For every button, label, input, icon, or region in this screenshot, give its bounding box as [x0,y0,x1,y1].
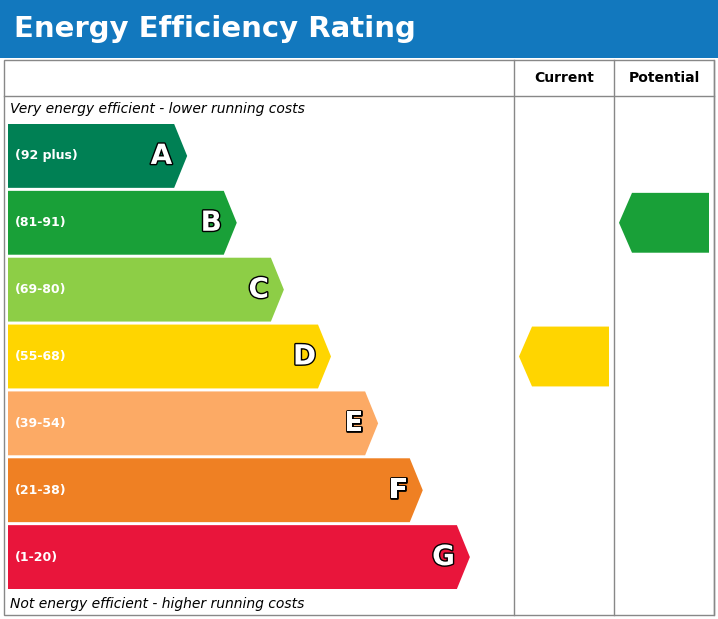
Polygon shape [8,525,470,589]
Polygon shape [8,258,284,322]
Bar [0,0,718,58]
Text: B: B [200,209,222,237]
Polygon shape [8,458,423,522]
Text: Very energy efficient - lower running costs: Very energy efficient - lower running co… [10,102,305,116]
Polygon shape [519,327,609,386]
Text: 83: 83 [659,214,682,232]
Text: (1-20): (1-20) [15,550,58,563]
Text: 64: 64 [559,347,582,365]
Polygon shape [8,391,378,456]
Text: (92 plus): (92 plus) [15,149,78,162]
Text: E: E [344,409,363,438]
Bar [4,60,714,615]
Text: (69-80): (69-80) [15,283,67,296]
Text: D: D [293,342,316,371]
Text: (21-38): (21-38) [15,483,67,496]
Text: Current: Current [534,71,594,85]
Text: F: F [389,476,408,504]
Text: Potential: Potential [628,71,699,85]
Polygon shape [8,124,187,188]
Polygon shape [619,193,709,253]
Text: Not energy efficient - higher running costs: Not energy efficient - higher running co… [10,597,304,611]
Polygon shape [8,191,237,254]
Text: (55-68): (55-68) [15,350,67,363]
Text: (39-54): (39-54) [15,417,67,430]
Polygon shape [8,324,331,389]
Text: A: A [151,142,172,170]
Text: C: C [248,275,269,304]
Text: (81-91): (81-91) [15,216,67,229]
Text: G: G [432,543,455,571]
Text: Energy Efficiency Rating: Energy Efficiency Rating [14,15,416,43]
